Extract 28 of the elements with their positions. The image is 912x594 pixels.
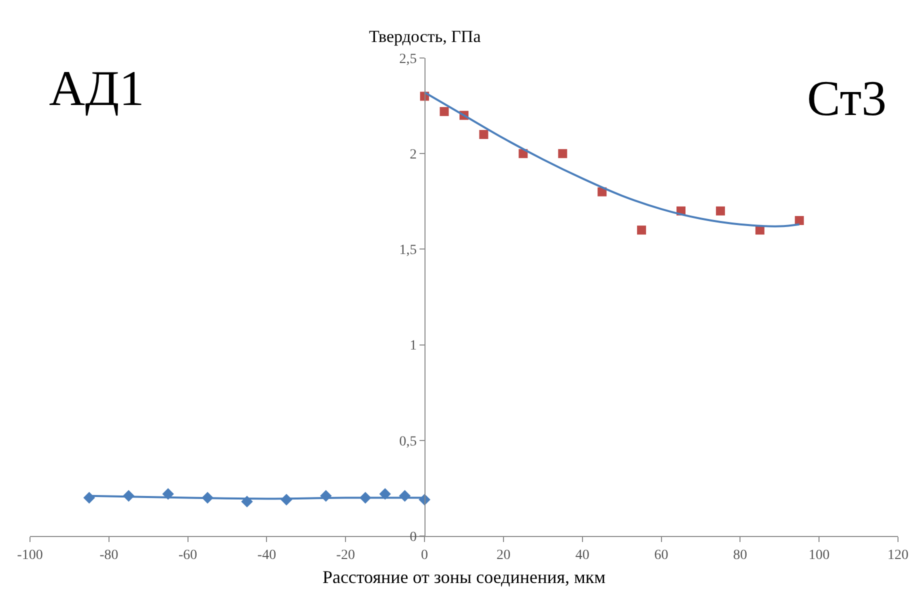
- y-tick-label: 2,5: [399, 52, 417, 67]
- x-tick-label: 100: [808, 548, 830, 563]
- point: [440, 107, 449, 116]
- point: [794, 216, 804, 226]
- point: [379, 488, 391, 500]
- x-tick-label: -80: [100, 548, 118, 563]
- x-tick-label: 0: [421, 548, 428, 563]
- y-axis-title: Твердость, ГПа: [369, 27, 482, 46]
- point: [716, 206, 725, 216]
- point: [637, 226, 646, 235]
- y-tick-label: 1: [410, 338, 417, 354]
- annotation: АД1: [49, 60, 144, 116]
- annotation: Ст3: [807, 70, 887, 126]
- x-tick-label: 80: [733, 548, 748, 563]
- x-tick-label: 120: [888, 548, 908, 563]
- x-tick-label: 40: [575, 548, 590, 563]
- y-tick-label: 1,5: [399, 243, 417, 258]
- point: [479, 130, 488, 139]
- x-tick-label: 20: [496, 548, 510, 563]
- y-tick-label: 2: [410, 148, 417, 162]
- y-tick-label: 0,5: [399, 434, 417, 450]
- x-axis-title: Расстояние от зоны соединения, мкм: [322, 566, 606, 587]
- x-tick-label: -40: [257, 548, 276, 563]
- x-tick-label: -20: [336, 548, 355, 563]
- point: [558, 149, 568, 158]
- x-tick-label: -100: [17, 548, 43, 563]
- x-tick-label: 60: [654, 548, 668, 563]
- x-tick-label: -60: [178, 548, 198, 563]
